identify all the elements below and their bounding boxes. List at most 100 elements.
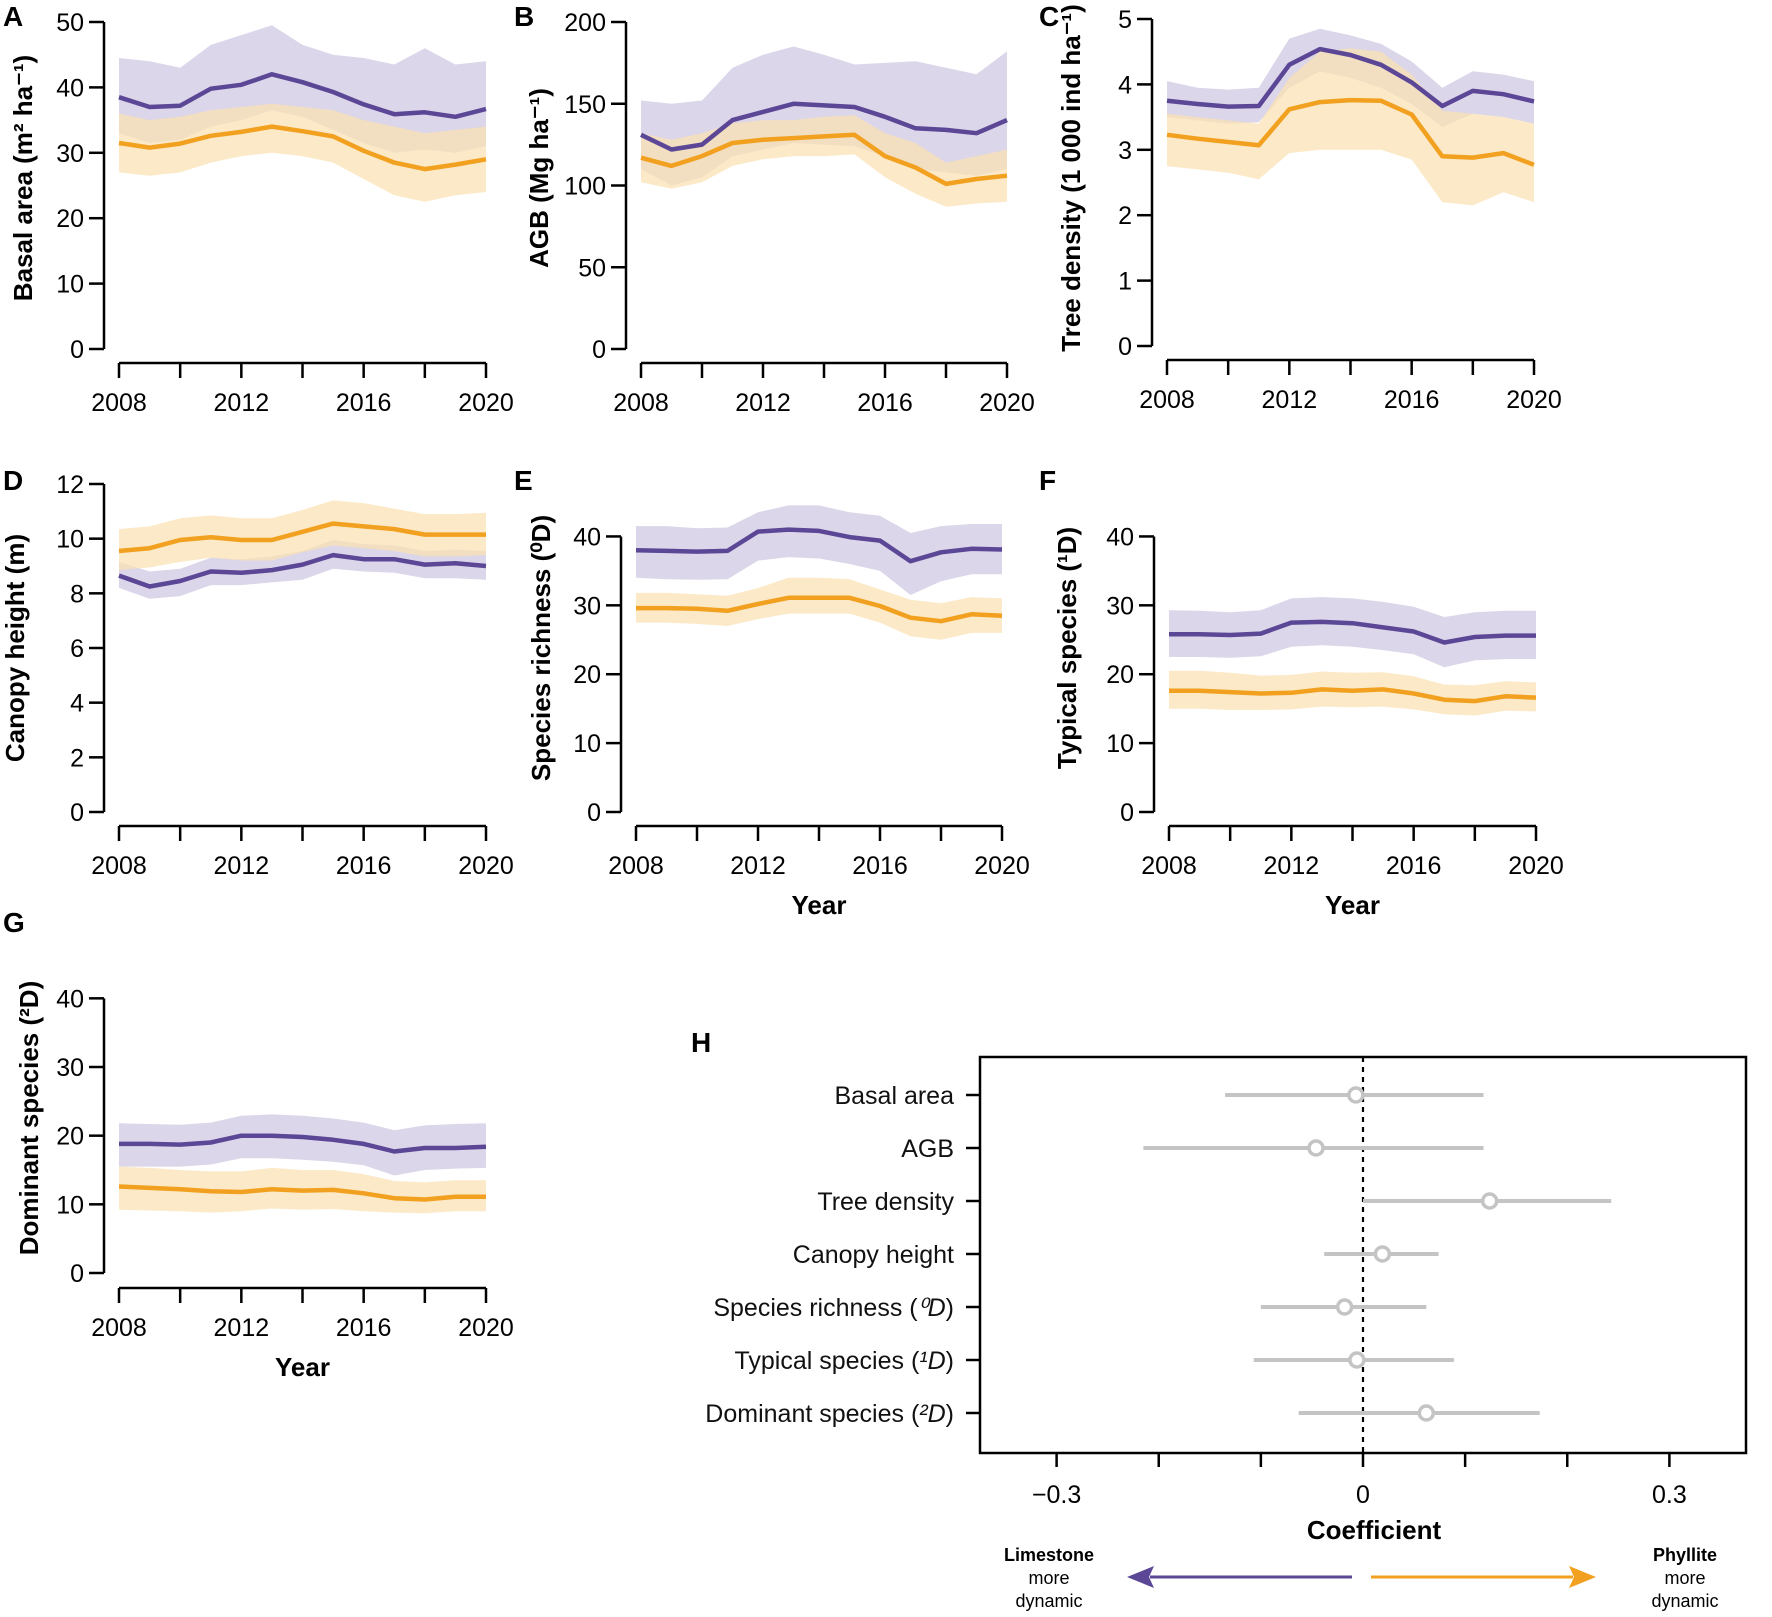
category-label-close: ) (946, 1400, 954, 1428)
x-tick-label: 2008 (91, 852, 147, 880)
category-label-text: Canopy height (793, 1241, 954, 1269)
x-tick-label: 2012 (730, 852, 786, 880)
x-tick-label: 2016 (852, 852, 908, 880)
y-tick-label: 40 (56, 985, 84, 1013)
category-label-close: ) (946, 1347, 954, 1375)
category-label-symbol: ⁰D (918, 1294, 946, 1322)
series-line-phyllite-c (1166, 97, 1535, 167)
y-tick-label: 0 (70, 1260, 84, 1288)
category-label: Tree density (817, 1188, 954, 1216)
y-axis-title-c: Tree density (1 000 ind ha⁻¹) (1056, 4, 1086, 352)
category-label: Basal area (834, 1082, 954, 1110)
x-tick-label: 2012 (214, 389, 270, 417)
estimate-point (1480, 1192, 1499, 1210)
x-tick-label: 2020 (974, 852, 1030, 880)
category-label-text: Species richness ( (713, 1294, 918, 1322)
y-axis-g: 0 10 20 30 40 (56, 985, 106, 1288)
y-tick-label: 1 (1118, 268, 1132, 296)
x-tick-label: 2016 (336, 389, 392, 417)
y-tick-label: 30 (56, 1054, 84, 1082)
series-line-limestone-f (1169, 619, 1536, 645)
y-axis-b: 0 50 100 150 200 (564, 9, 628, 364)
panel-a: 0 10 20 30 40 50 2008 2012 2016 2020 A Basal area (… (3, 1, 514, 417)
panel-letter-d: D (3, 465, 23, 496)
y-tick-label: 8 (70, 580, 84, 608)
y-tick-label: 10 (56, 1191, 84, 1219)
band-phyllite-d (119, 500, 486, 571)
y-axis-title-d: Canopy height (m) (0, 534, 30, 762)
x-axis-title-g: Year (275, 1352, 330, 1382)
x-tick-label: 2012 (214, 852, 270, 880)
panel-b: 0 50 100 150 200 2008 2012 2016 2020 B AGB (Mg ha⁻… (514, 1, 1035, 417)
category-label-symbol: ²D (919, 1400, 945, 1428)
panel-letter-e: E (514, 465, 533, 496)
category-label-close: ) (946, 1294, 954, 1322)
x-tick-label: 2008 (1141, 852, 1197, 880)
estimate-point (1348, 1351, 1366, 1369)
x-tick-label: 2016 (1386, 852, 1442, 880)
x-tick-label: 2012 (1262, 386, 1318, 414)
estimate-point (1347, 1086, 1365, 1104)
category-label-text: Dominant species ( (705, 1400, 920, 1428)
band-phyllite-b (641, 115, 1007, 207)
y-tick-label: 4 (1118, 71, 1132, 99)
direction-legend: Limestone more dynamic Phyllite more dynamic (1004, 1545, 1719, 1611)
x-tick-label: 2020 (458, 1314, 514, 1342)
y-tick-label: 0 (70, 799, 84, 827)
x-tick-label: 0 (1356, 1481, 1370, 1509)
band-limestone-d (119, 540, 486, 599)
category-label-text: Basal area (834, 1082, 954, 1110)
y-tick-label: 40 (573, 523, 601, 551)
x-tick-label: 2012 (735, 389, 791, 417)
x-tick-label: 2016 (857, 389, 913, 417)
x-tick-label: 2020 (458, 389, 514, 417)
series-line-limestone-a (118, 72, 487, 120)
panel-letter-h: H (691, 1027, 711, 1058)
band-phyllite-a (119, 103, 486, 202)
y-tick-label: 0 (1120, 799, 1134, 827)
y-axis-title-a: Basal area (m² ha⁻¹) (8, 55, 38, 301)
series-line-limestone-b (640, 101, 1008, 152)
series-line-phyllite-g (118, 1184, 486, 1202)
panel-h: Basal area AGB Tree density Canopy height Sp… (691, 1027, 1748, 1545)
panel-letter-f: F (1039, 465, 1056, 496)
y-axis-title-b: AGB (Mg ha⁻¹) (524, 88, 554, 268)
y-tick-label: 0 (1118, 333, 1132, 361)
panel-f: 0 10 20 30 40 2008 2012 2016 2020 F Typical specie… (1039, 465, 1564, 920)
y-axis-a: 0 10 20 30 40 50 (56, 9, 106, 364)
y-tick-label: 20 (1106, 661, 1134, 689)
x-tick-label: 2008 (613, 389, 669, 417)
y-tick-label: 150 (564, 91, 606, 119)
y-tick-label: 2 (1118, 202, 1132, 230)
category-label: Canopy height (793, 1241, 954, 1269)
limestone-arrow-head (1127, 1566, 1154, 1588)
category-label: Typical species (¹D) (734, 1347, 954, 1375)
y-tick-label: 30 (573, 592, 601, 620)
y-tick-label: 10 (56, 526, 84, 554)
x-tick-label: 2020 (1508, 852, 1564, 880)
y-tick-label: 10 (1106, 730, 1134, 758)
series-line-limestone-e (635, 527, 1003, 564)
y-axis-d: 0 2 4 6 8 10 12 (56, 471, 106, 827)
y-tick-label: 4 (70, 690, 84, 718)
estimate-point (1373, 1245, 1392, 1263)
band-limestone-f (1169, 597, 1536, 668)
y-axis-f: 0 10 20 30 40 (1106, 523, 1156, 827)
estimate-point (1307, 1139, 1325, 1157)
x-axis-title-h: Coefficient (1307, 1515, 1442, 1545)
y-tick-label: 50 (56, 9, 84, 37)
legend-limestone-title: Limestone (1004, 1545, 1094, 1565)
y-tick-label: 30 (1106, 592, 1134, 620)
x-tick-label: 0.3 (1652, 1481, 1687, 1509)
panel-letter-b: B (514, 1, 534, 32)
x-tick-label: 2016 (1384, 386, 1440, 414)
series-line-limestone-c (1166, 46, 1535, 109)
estimate-point (1335, 1298, 1354, 1316)
panel-letter-g: G (3, 907, 25, 938)
series-line-phyllite-e (636, 595, 1003, 624)
x-tick-label: 2008 (1139, 386, 1195, 414)
panel-d: 0 2 4 6 8 10 12 2008 2012 2016 2020 D Canopy height … (0, 465, 514, 880)
y-tick-label: 40 (56, 74, 84, 102)
